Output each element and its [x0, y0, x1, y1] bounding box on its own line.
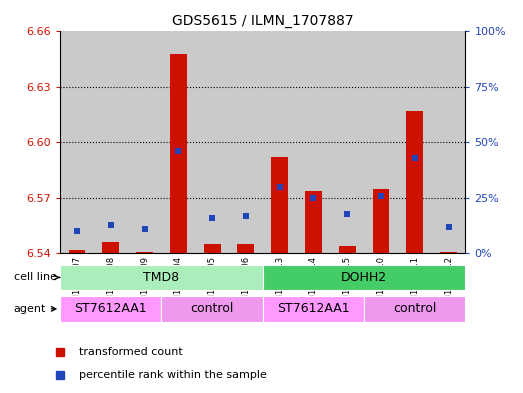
Bar — [263, 265, 465, 290]
Text: transformed count: transformed count — [78, 347, 183, 357]
Text: cell line: cell line — [14, 272, 60, 283]
Bar — [398, 31, 431, 253]
Bar — [195, 31, 229, 253]
Bar — [94, 31, 128, 253]
Text: control: control — [190, 302, 234, 316]
Bar — [170, 54, 187, 253]
Bar — [440, 252, 457, 253]
Text: ST7612AA1: ST7612AA1 — [74, 302, 147, 316]
Bar — [297, 31, 331, 253]
Bar — [305, 191, 322, 253]
Bar — [229, 31, 263, 253]
Text: percentile rank within the sample: percentile rank within the sample — [78, 370, 267, 380]
Bar — [162, 296, 263, 321]
Text: ST7612AA1: ST7612AA1 — [277, 302, 350, 316]
Bar — [60, 31, 94, 253]
Bar — [60, 296, 162, 321]
Bar — [364, 31, 398, 253]
Bar — [263, 296, 364, 321]
Bar — [263, 31, 297, 253]
Bar — [364, 296, 465, 321]
Text: TMD8: TMD8 — [143, 271, 179, 284]
Bar — [406, 111, 423, 253]
Bar — [103, 242, 119, 253]
Bar — [372, 189, 390, 253]
Text: DOHH2: DOHH2 — [341, 271, 387, 284]
Bar — [237, 244, 254, 253]
Text: control: control — [393, 302, 437, 316]
Bar — [60, 265, 263, 290]
Bar — [136, 252, 153, 253]
Text: agent: agent — [14, 304, 56, 314]
Bar — [331, 31, 364, 253]
Bar — [431, 31, 465, 253]
Bar — [69, 250, 85, 253]
Bar — [128, 31, 162, 253]
Bar — [203, 244, 221, 253]
Title: GDS5615 / ILMN_1707887: GDS5615 / ILMN_1707887 — [172, 14, 354, 28]
Bar — [162, 31, 195, 253]
Bar — [339, 246, 356, 253]
Bar — [271, 157, 288, 253]
